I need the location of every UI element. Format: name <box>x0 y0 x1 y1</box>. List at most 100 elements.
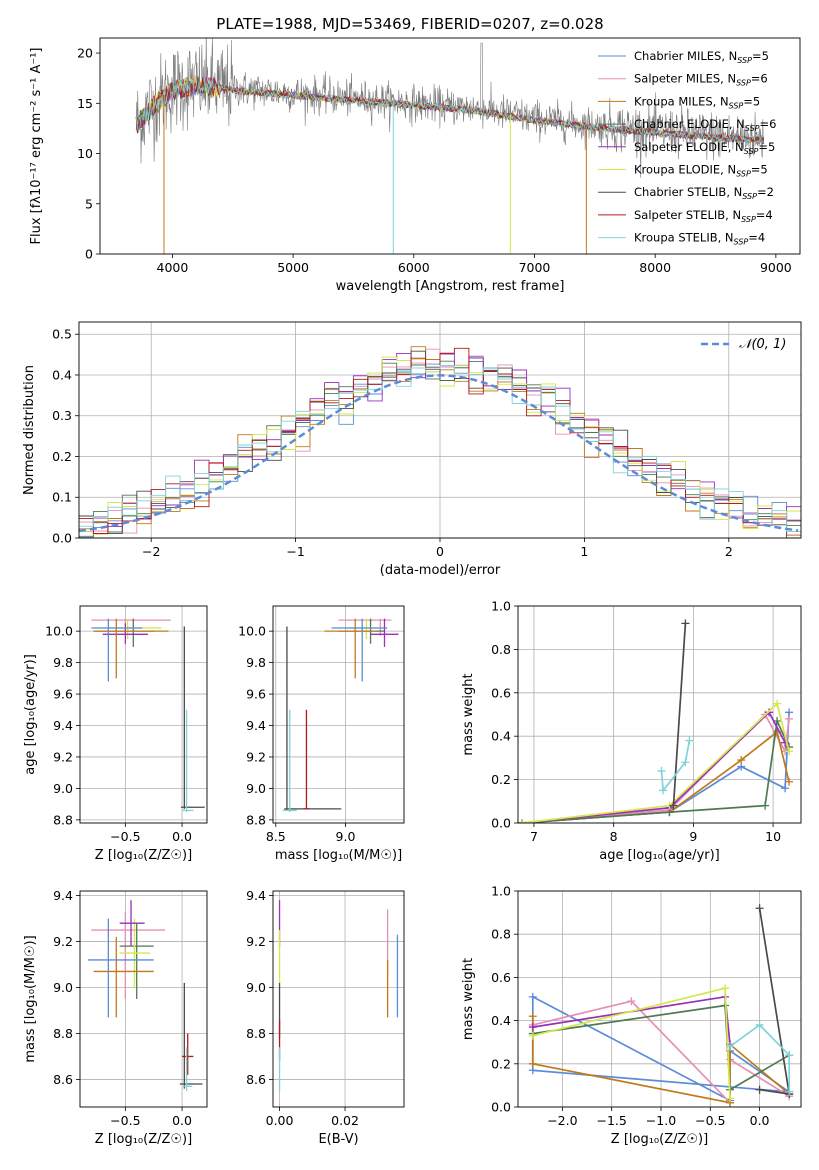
plus-marker <box>737 756 746 765</box>
plot-area-mass-vs-Z <box>87 900 203 1091</box>
y-tick-label: 1.0 <box>491 599 511 614</box>
y-tick-label: 9.0 <box>246 980 266 995</box>
plus-marker <box>755 904 764 913</box>
x-tick-label: 5000 <box>277 260 309 275</box>
axes-frame <box>272 605 405 824</box>
x-axis-label: mass [log₁₀(M/M☉)] <box>275 848 402 863</box>
plus-marker <box>627 997 636 1006</box>
y-tick-label: 9.4 <box>246 888 266 903</box>
plus-marker <box>681 619 690 628</box>
plus-marker <box>659 786 668 795</box>
y-tick-label: 8.6 <box>53 1072 73 1087</box>
y-axis-label: mass [log₁₀(M/M☉)] <box>23 935 38 1062</box>
x-tick-label: −2.0 <box>547 1113 577 1128</box>
x-axis-label: Z [log₁₀(Z/Z☉)] <box>611 1132 708 1147</box>
x-tick-label: −0.5 <box>110 829 140 844</box>
plot-area-age-vs-mass <box>282 618 399 812</box>
y-tick-label: 0.2 <box>52 449 72 464</box>
legend-label: Salpeter STELIB, NSSP=4 <box>634 208 773 224</box>
y-tick-label: 9.0 <box>53 980 73 995</box>
x-tick-label: 8 <box>610 829 618 844</box>
y-tick-label: 15 <box>77 96 93 111</box>
plus-marker <box>726 1094 735 1103</box>
legend-label: Kroupa MILES, NSSP=5 <box>634 94 760 110</box>
y-tick-label: 0.8 <box>491 642 511 657</box>
weight-line <box>660 740 691 793</box>
plot-area-massweight-vs-age <box>518 619 794 823</box>
y-tick-label: 9.2 <box>53 934 73 949</box>
panel-mass-vs-Z: −0.5 0.0 8.6 8.8 9.0 9.2 9.4 Z [log₁₀(Z/Z☉)] mas… <box>23 888 208 1147</box>
plot-area-massweight-vs-Z <box>528 904 794 1107</box>
histogram-series <box>79 350 801 538</box>
plus-marker <box>755 1085 764 1094</box>
x-tick-label: 9.0 <box>336 829 356 844</box>
x-axis-label: (data-model)/error <box>380 563 501 578</box>
y-tick-label: 9.8 <box>246 655 266 670</box>
x-tick-label: −1.5 <box>596 1113 626 1128</box>
legend-label: Chabrier ELODIE, NSSP=6 <box>634 117 776 133</box>
y-tick-label: 0.4 <box>52 367 72 382</box>
errorbar-marker <box>370 618 399 647</box>
plus-marker <box>685 736 694 745</box>
y-axis-label: mass weight <box>461 958 476 1040</box>
y-tick-label: 8.8 <box>246 1026 266 1041</box>
plot-area-residuals <box>79 346 801 538</box>
y-axis-label: age [log₁₀(age/yr)] <box>23 654 38 775</box>
plus-marker <box>528 1012 537 1021</box>
plus-marker <box>721 984 730 993</box>
x-tick-label: 9 <box>689 829 697 844</box>
x-tick-label: −1.0 <box>646 1113 676 1128</box>
plus-marker <box>785 777 794 786</box>
y-tick-label: 8.8 <box>53 812 73 827</box>
errorbar-marker <box>284 626 342 811</box>
x-tick-label: 0.00 <box>266 1113 294 1128</box>
y-axis-label: mass weight <box>461 673 476 755</box>
y-tick-label: 0.3 <box>52 408 72 423</box>
x-tick-label: 0.0 <box>172 1113 192 1128</box>
plus-marker <box>761 801 770 810</box>
errorbar-marker <box>282 709 297 812</box>
errorbar-marker <box>87 918 154 1018</box>
panel-spectrum: 4000 5000 6000 7000 8000 9000 0 5 10 15 20 waveleng… <box>29 15 801 294</box>
y-tick-label: 8.8 <box>53 1026 73 1041</box>
histogram-series <box>79 347 801 534</box>
y-tick-label: 0.0 <box>491 1100 511 1115</box>
y-tick-label: 0.0 <box>491 816 511 831</box>
axes-frame <box>78 321 802 539</box>
errorbar-marker <box>91 618 143 682</box>
plus-marker <box>781 784 790 793</box>
y-tick-label: 0.4 <box>491 729 511 744</box>
y-tick-label: 0.2 <box>491 1056 511 1071</box>
axes-frame <box>517 890 802 1108</box>
legend-label: Kroupa STELIB, NSSP=4 <box>634 231 765 247</box>
axes-frame <box>99 37 801 255</box>
y-tick-label: 5 <box>85 196 93 211</box>
axes-frame <box>517 605 802 824</box>
x-axis-label: E(B-V) <box>318 1132 358 1147</box>
errorbar-marker <box>102 623 149 644</box>
plus-marker <box>785 1087 794 1096</box>
x-tick-label: −1 <box>286 544 304 559</box>
y-tick-label: 0.1 <box>52 490 72 505</box>
legend: Chabrier MILES, NSSP=5 Salpeter MILES, NS… <box>598 49 776 247</box>
y-tick-label: 10 <box>77 146 93 161</box>
plus-marker <box>755 1020 764 1029</box>
x-tick-label: 0 <box>436 544 444 559</box>
x-tick-label: 9000 <box>760 260 792 275</box>
x-tick-label: −0.5 <box>695 1113 725 1128</box>
y-tick-label: 0.2 <box>491 772 511 787</box>
plot-area-spectrum <box>135 38 765 254</box>
x-tick-label: 0.02 <box>331 1113 359 1128</box>
y-tick-label: 9.4 <box>53 888 73 903</box>
axes-frame <box>272 890 405 1108</box>
plus-marker <box>528 1031 537 1040</box>
x-tick-label: 2 <box>725 544 733 559</box>
axes-frame <box>79 605 208 824</box>
legend-label: Chabrier STELIB, NSSP=2 <box>634 185 774 201</box>
x-tick-label: 8000 <box>639 260 671 275</box>
y-tick-label: 0.0 <box>52 531 72 546</box>
errorbar-marker <box>93 618 154 647</box>
panel-massweight-vs-Z: −2.0 −1.5 −1.0 −0.5 0.0 0.0 0.2 0.4 0.6 0.8 1.0 Z [… <box>461 884 802 1147</box>
y-tick-label: 8.6 <box>246 1072 266 1087</box>
